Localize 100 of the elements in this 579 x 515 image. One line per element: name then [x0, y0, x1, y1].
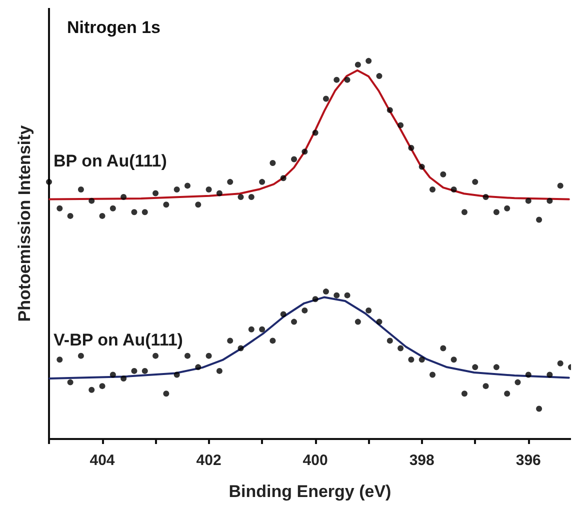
series-label: V-BP on Au(111)	[54, 330, 183, 350]
point	[430, 372, 436, 378]
point	[206, 352, 212, 359]
point	[99, 212, 106, 219]
point	[322, 96, 329, 102]
point	[398, 345, 404, 352]
point	[78, 352, 84, 359]
point	[195, 202, 202, 208]
point	[46, 178, 52, 185]
point	[238, 194, 244, 200]
point	[216, 190, 222, 196]
point	[152, 352, 159, 359]
point	[88, 386, 95, 393]
point	[163, 202, 170, 208]
series-label: BP on Au(111)	[54, 151, 167, 170]
point	[472, 178, 478, 185]
point	[334, 76, 340, 83]
point	[344, 292, 350, 298]
x-tick-label: 400	[302, 452, 328, 469]
point	[386, 338, 393, 344]
point	[493, 364, 500, 370]
point	[322, 288, 329, 295]
point	[291, 156, 298, 162]
point	[334, 292, 340, 298]
x-tick-label: 402	[196, 452, 222, 469]
point	[270, 338, 276, 344]
point	[408, 356, 414, 363]
point	[546, 372, 553, 378]
point	[195, 364, 202, 370]
point	[280, 175, 286, 182]
point	[482, 383, 489, 390]
y-axis-title: Photoemission Intensity	[15, 124, 34, 322]
point	[504, 390, 510, 397]
point	[312, 296, 318, 302]
point	[259, 178, 266, 185]
point	[110, 205, 116, 212]
point	[206, 186, 212, 192]
point	[248, 326, 254, 332]
point	[376, 318, 382, 325]
point	[366, 307, 372, 314]
point	[366, 58, 372, 64]
point	[418, 164, 425, 170]
point	[110, 372, 116, 378]
point	[270, 160, 276, 166]
point	[174, 186, 180, 192]
point	[557, 360, 564, 366]
point	[312, 130, 318, 136]
point	[238, 345, 244, 352]
point	[504, 205, 510, 212]
point	[78, 186, 84, 192]
point	[174, 372, 180, 378]
x-tick-label: 396	[516, 452, 541, 469]
point	[131, 209, 138, 216]
point	[461, 209, 468, 216]
point	[302, 307, 308, 314]
point	[354, 62, 361, 68]
point	[280, 311, 286, 318]
point	[152, 190, 159, 196]
chart-title: Nitrogen 1s	[67, 18, 161, 37]
x-tick-label: 398	[409, 452, 434, 469]
point	[354, 318, 361, 325]
point	[344, 76, 350, 83]
point	[56, 205, 63, 212]
point	[493, 209, 500, 216]
point	[482, 194, 489, 200]
point	[557, 182, 564, 189]
point	[440, 171, 446, 178]
point	[67, 212, 74, 219]
point	[450, 186, 457, 192]
point	[291, 318, 298, 325]
point	[525, 198, 532, 204]
point	[67, 379, 74, 386]
point	[56, 356, 63, 363]
point	[525, 372, 532, 378]
point	[461, 390, 468, 397]
point	[376, 73, 382, 80]
x-axis-title: Binding Energy (eV)	[228, 482, 392, 501]
point	[120, 376, 127, 382]
point	[184, 182, 190, 189]
point	[142, 368, 148, 374]
point	[514, 379, 521, 386]
point	[472, 364, 478, 370]
point	[430, 186, 436, 192]
point	[131, 368, 138, 374]
point	[248, 194, 254, 200]
point	[259, 326, 266, 332]
point	[99, 383, 106, 390]
point	[386, 107, 393, 114]
point	[408, 144, 414, 151]
point	[120, 194, 127, 200]
point	[440, 345, 446, 352]
point	[227, 178, 234, 185]
point	[142, 209, 148, 216]
point	[88, 198, 95, 204]
point	[418, 356, 425, 363]
point	[546, 198, 553, 204]
point	[450, 356, 457, 363]
point	[227, 338, 234, 344]
point	[163, 390, 170, 397]
point	[302, 148, 308, 155]
